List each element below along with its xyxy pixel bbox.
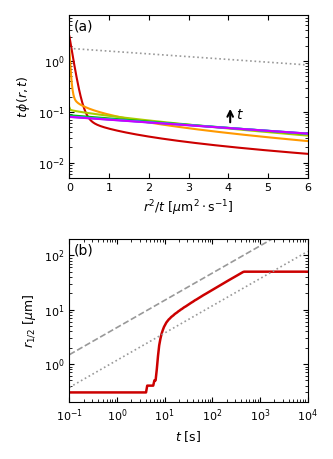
Text: $t$: $t$ bbox=[236, 108, 244, 123]
Y-axis label: $r_{1/2}\ [\mu\mathrm{m}]$: $r_{1/2}\ [\mu\mathrm{m}]$ bbox=[22, 293, 38, 347]
X-axis label: $t\ [\mathrm{s}]$: $t\ [\mathrm{s}]$ bbox=[175, 429, 201, 444]
X-axis label: $r^2/t\ [\mu\mathrm{m}^2\cdot\mathrm{s}^{-1}]$: $r^2/t\ [\mu\mathrm{m}^2\cdot\mathrm{s}^… bbox=[143, 198, 234, 218]
Text: (a): (a) bbox=[74, 20, 94, 34]
Text: (b): (b) bbox=[74, 244, 94, 258]
Y-axis label: $t\,\phi(r,t)$: $t\,\phi(r,t)$ bbox=[15, 75, 32, 118]
